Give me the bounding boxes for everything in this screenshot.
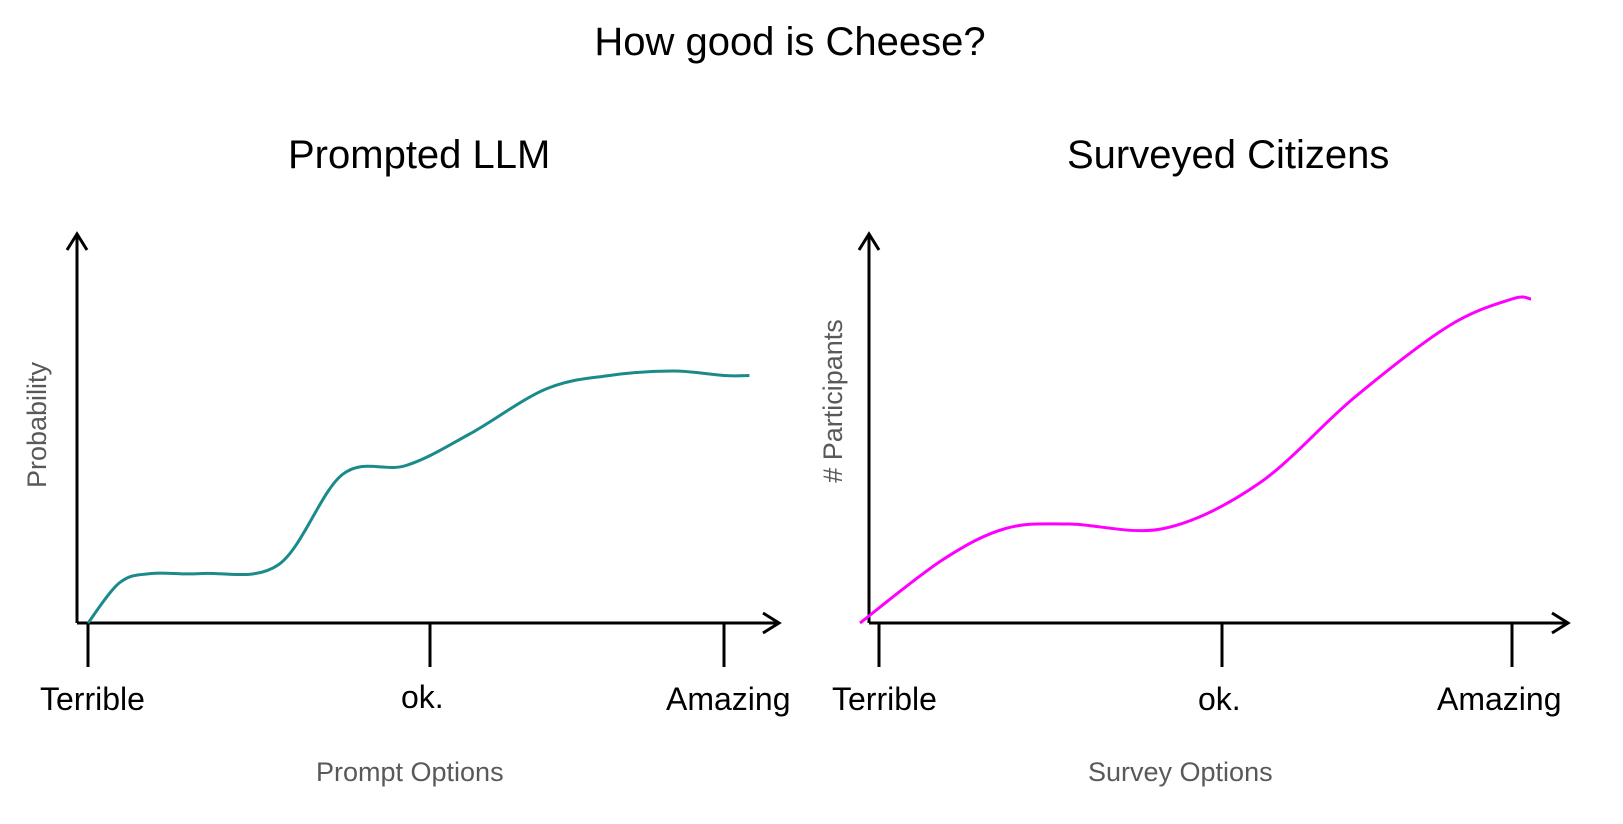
right-tick-label-amazing: Amazing: [1437, 681, 1562, 717]
right-tick-label-terrible: Terrible: [832, 681, 937, 717]
main-title: How good is Cheese?: [594, 20, 986, 64]
right-tick-label-ok: ok.: [1198, 681, 1241, 717]
left-chart-title: Prompted LLM: [288, 133, 551, 177]
right-axes: [857, 231, 1571, 667]
left-axes: [65, 231, 782, 667]
left-tick-label-terrible: Terrible: [40, 681, 145, 717]
right-chart-title: Surveyed Citizens: [1067, 133, 1390, 177]
right-series-line: [859, 295, 1532, 625]
left-tick-label-amazing: Amazing: [666, 681, 791, 717]
left-x-axis-label: Prompt Options: [316, 757, 504, 787]
right-y-arrow-icon: [857, 231, 881, 251]
right-x-arrow-icon: [1551, 611, 1571, 635]
left-y-arrow-icon: [65, 231, 89, 251]
left-series-line: [86, 369, 750, 624]
left-x-arrow-icon: [762, 611, 782, 635]
right-x-axis-label: Survey Options: [1088, 757, 1273, 787]
left-tick-label-ok: ok.: [401, 679, 444, 715]
